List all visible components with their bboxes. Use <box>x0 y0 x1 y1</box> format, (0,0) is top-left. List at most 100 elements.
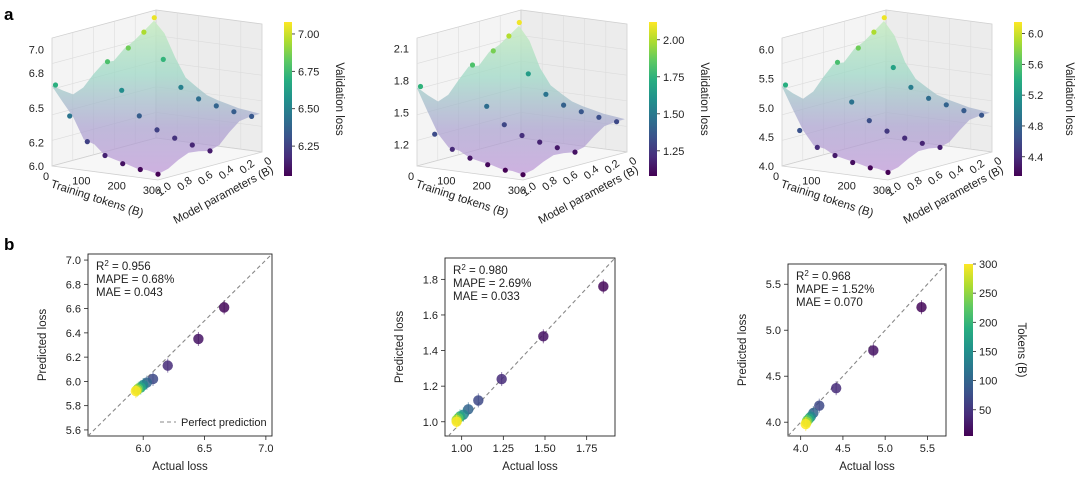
surface-point <box>537 139 543 145</box>
scatter-plot-1: 6.0 6.5 7.0 5.6 5.8 6.0 6.2 6.4 6.6 6.8 7.0 Actual … <box>37 253 274 473</box>
plot-frame <box>87 253 273 437</box>
surface-point <box>919 140 925 146</box>
surface-point <box>943 102 949 108</box>
y-tick-label: 5.5 <box>766 279 781 291</box>
surface-point <box>417 83 424 90</box>
z-tick-label: 6.5 <box>29 103 44 115</box>
colorbar-label: Validation loss <box>333 62 345 136</box>
scatter-point <box>916 302 927 313</box>
colorbar-tick-label: 2.00 <box>663 35 684 47</box>
z-tick-label: 2.1 <box>394 44 409 56</box>
surface-point <box>120 161 126 167</box>
colorbar-tick-label: 4.8 <box>1028 121 1043 133</box>
scatter-point <box>496 373 507 385</box>
surface-point <box>484 103 490 109</box>
plot-frame <box>444 257 616 437</box>
x-tick-label: 5.5 <box>920 443 935 455</box>
surface-point <box>467 155 473 161</box>
z-tick-label: 5.5 <box>759 74 774 86</box>
scatter-point <box>598 281 609 292</box>
y-tick-label: 5.6 <box>66 425 81 437</box>
panel-label-a: a <box>4 5 14 24</box>
surface-point <box>119 87 125 93</box>
x-tick-label: 300 <box>143 185 161 197</box>
grid-line <box>520 60 628 76</box>
surface-point <box>84 139 90 145</box>
r-squared-label: R2 = 0.980 <box>453 263 508 277</box>
scatter-point <box>473 395 484 406</box>
y-tick-label: 0.4 <box>582 163 601 182</box>
scatter-point <box>814 400 825 411</box>
z-tick-label: 7.0 <box>29 45 44 57</box>
surface-point <box>52 82 59 88</box>
mape-label: MAPE = 2.69% <box>453 278 531 290</box>
surface-point <box>516 19 522 26</box>
surface-point <box>155 171 161 177</box>
x-tick-label: 300 <box>873 185 891 197</box>
y-tick-label: 1.2 <box>423 381 438 393</box>
surface-point <box>561 102 567 108</box>
surface-point <box>596 114 602 120</box>
y-axis-label: Predicted loss <box>737 314 749 386</box>
surface-point <box>890 64 896 71</box>
surface-point <box>449 146 455 152</box>
y-tick-label: 4.5 <box>766 371 781 383</box>
z-tick-label: 6.0 <box>29 161 44 173</box>
y-tick-label: 1.4 <box>423 346 438 358</box>
colorbar <box>1014 22 1022 176</box>
surface-point <box>506 33 512 39</box>
surface-point <box>961 108 967 114</box>
grid-line <box>520 35 628 50</box>
colorbar <box>284 22 292 176</box>
z-tick-label: 6.8 <box>29 68 44 80</box>
y-tick-label: 4.0 <box>766 417 781 429</box>
r-squared-label: R2 = 0.956 <box>96 259 151 273</box>
colorbar-tick-label: 4.4 <box>1028 152 1043 164</box>
mae-label: MAE = 0.043 <box>96 287 163 299</box>
scatter-point <box>830 382 842 394</box>
surface-point <box>519 132 525 139</box>
mae-label: MAE = 0.033 <box>453 291 520 303</box>
colorbar-tick-label: 150 <box>979 346 997 358</box>
surface-point <box>979 112 985 118</box>
surface-point <box>525 71 531 77</box>
x-tick-label: 5.0 <box>878 443 893 455</box>
y-tick-label: 5.0 <box>766 325 781 337</box>
surface-point <box>814 144 820 150</box>
z-tick-label: 1.5 <box>394 108 409 120</box>
surface-point <box>871 29 877 35</box>
scatter-plot-2: 1.00 1.25 1.50 1.75 1.0 1.2 1.4 1.6 1.8 Actual lo… <box>394 257 616 473</box>
scatter-point <box>162 360 173 371</box>
y-tick-label: 0.8 <box>540 175 559 194</box>
surface-point <box>502 167 508 173</box>
scatter-plots-row: 6.0 6.5 7.0 5.6 5.8 6.0 6.2 6.4 6.6 6.8 7.0 Actual … <box>37 253 1027 473</box>
surface-point <box>154 127 160 133</box>
y-tick-label: 0.4 <box>947 163 966 182</box>
x-tick-label: 7.0 <box>258 443 273 455</box>
x-axis-label: Training tokens (B) <box>779 178 875 219</box>
surface-point <box>926 95 932 101</box>
x-axis-label: Training tokens (B) <box>414 178 510 219</box>
scatter-point <box>451 416 462 427</box>
z-tick-label: 4.0 <box>759 161 774 173</box>
colorbar <box>649 22 657 176</box>
surface-point <box>937 144 943 150</box>
x-tick-label: 0 <box>773 171 779 183</box>
colorbar-tick-label: 1.25 <box>663 146 684 158</box>
mae-label: MAE = 0.070 <box>796 297 863 309</box>
plot-frame <box>787 263 947 437</box>
perfect-prediction-line <box>787 263 947 437</box>
y-tick-label: 0.6 <box>926 169 945 188</box>
surface-point <box>578 109 584 115</box>
y-tick-label: 5.8 <box>66 401 81 413</box>
panel-label-b: b <box>4 235 14 254</box>
surface-point <box>104 59 111 65</box>
surface-point <box>207 148 213 154</box>
scatter-plot-3: 4.0 4.5 5.0 5.5 4.0 4.5 5.0 5.5 Actual loss Predi… <box>737 259 1027 473</box>
z-tick-label: 5.0 <box>759 103 774 115</box>
x-tick-label: 200 <box>837 180 855 192</box>
